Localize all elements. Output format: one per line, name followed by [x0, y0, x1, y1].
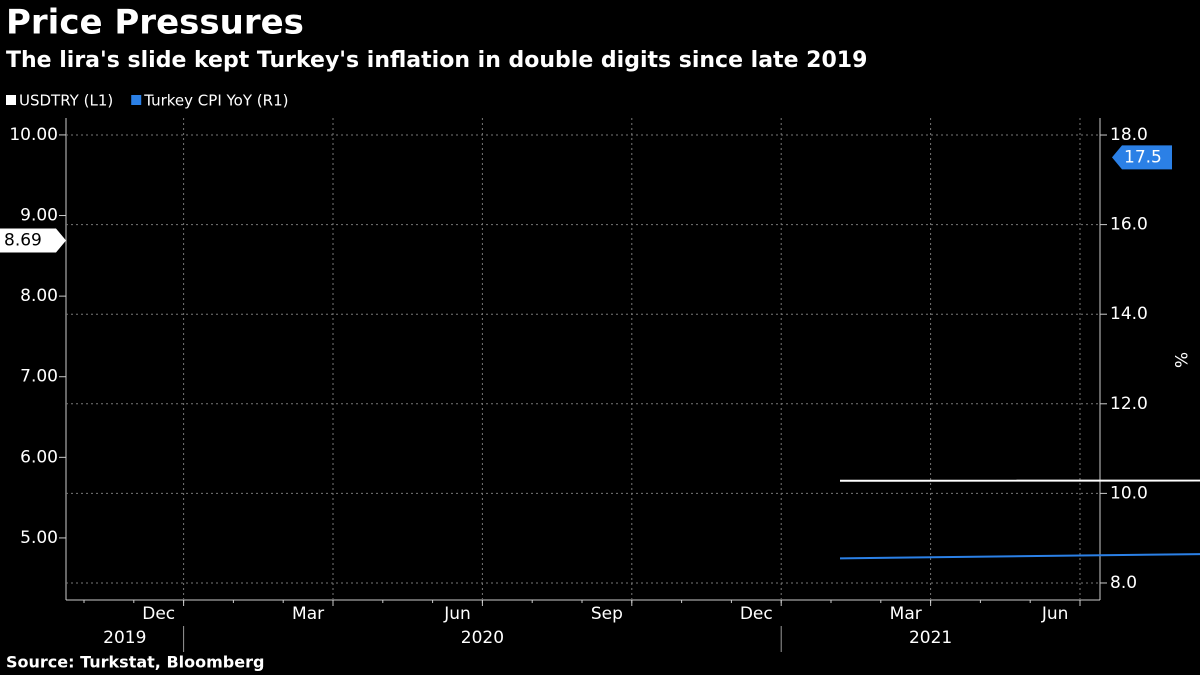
legend-label: Turkey CPI YoY (R1)	[143, 92, 288, 110]
x-tick-label: Sep	[591, 604, 623, 624]
y-tick-label: 9.00	[20, 206, 58, 226]
y-tick-label: 6.00	[20, 447, 58, 467]
y2-axis-label: %	[1170, 352, 1190, 368]
last-value-tag	[1112, 145, 1172, 170]
x-tick-label: Mar	[890, 604, 922, 624]
last-value-label: 8.69	[4, 231, 42, 251]
y-tick-label: 10.00	[9, 125, 58, 145]
y2-tick-label: 12.0	[1110, 394, 1148, 414]
chart-subtitle: The lira's slide kept Turkey's inflation…	[6, 48, 867, 73]
y-tick-label: 5.00	[20, 528, 58, 548]
legend-swatch	[131, 95, 142, 105]
last-value-tag	[0, 228, 66, 253]
year-label: 2019	[103, 628, 146, 648]
legend-swatch	[6, 95, 16, 105]
y2-tick-label: 18.0	[1110, 125, 1148, 145]
x-tick-label: Jun	[443, 604, 471, 624]
chart-title: Price Pressures	[6, 3, 304, 43]
y-tick-label: 7.00	[20, 367, 58, 387]
year-label: 2021	[909, 628, 952, 648]
y-tick-label: 8.00	[20, 286, 58, 306]
y2-tick-label: 10.0	[1110, 483, 1148, 503]
x-tick-label: Dec	[740, 604, 773, 624]
source: Source: Turkstat, Bloomberg	[6, 653, 264, 672]
x-tick-label: Dec	[142, 604, 175, 624]
x-tick-label: Mar	[292, 604, 324, 624]
year-label: 2020	[461, 628, 504, 648]
y2-tick-label: 14.0	[1110, 304, 1148, 324]
y2-tick-label: 16.0	[1110, 215, 1148, 235]
legend-label: USDTRY (L1)	[19, 92, 113, 110]
x-tick-label: Jun	[1041, 604, 1069, 624]
last-value-label: 17.5	[1124, 147, 1162, 167]
y2-tick-label: 8.0	[1110, 573, 1137, 593]
